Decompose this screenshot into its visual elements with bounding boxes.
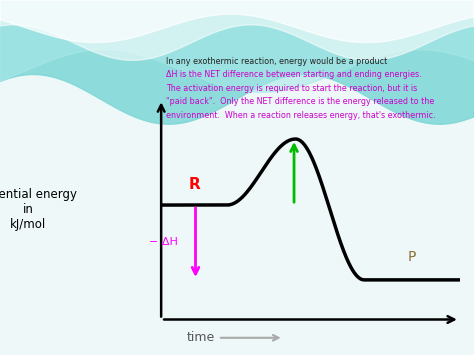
- Text: The activation energy is required to start the reaction, but it is: The activation energy is required to sta…: [166, 84, 417, 93]
- Text: Potential energy
in
kJ/mol: Potential energy in kJ/mol: [0, 188, 77, 231]
- Text: time: time: [187, 332, 215, 344]
- Text: environment.  When a reaction releases energy, that's exothermic.: environment. When a reaction releases en…: [166, 111, 436, 120]
- Text: ΔH is the NET difference between starting and ending energies.: ΔH is the NET difference between startin…: [166, 70, 421, 79]
- Text: In any exothermic reaction, energy would be a product: In any exothermic reaction, energy would…: [166, 57, 387, 66]
- Text: "paid back".  Only the NET difference is the energy released to the: "paid back". Only the NET difference is …: [166, 97, 434, 106]
- Text: P: P: [408, 251, 416, 264]
- Text: − ΔH: − ΔH: [149, 237, 178, 247]
- Text: R: R: [188, 177, 200, 192]
